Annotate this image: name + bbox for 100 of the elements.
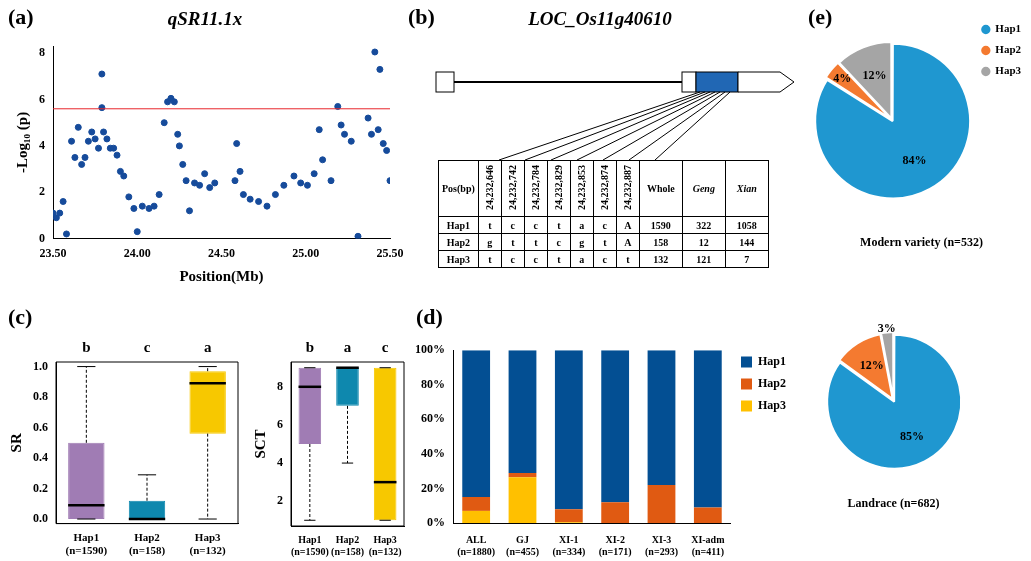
data-label: 84% (902, 153, 927, 168)
text: c (381, 339, 389, 355)
text: 132 (653, 253, 669, 265)
x-tick-label: Hap1 (n=1590) (65, 531, 108, 558)
text: (d) (416, 304, 443, 330)
y-tick-label: 100% (415, 342, 445, 357)
bar (647, 484, 676, 523)
text: a (343, 339, 352, 355)
text: t (626, 253, 630, 265)
x-tick-label: XI-3 (n=293) (645, 533, 678, 558)
text: t (488, 253, 492, 265)
x-tick-label: Hap2 (n=158) (331, 533, 364, 558)
text: g (579, 236, 585, 248)
text: a (579, 253, 585, 265)
bar (508, 477, 537, 523)
y-axis-title: SR (7, 433, 24, 453)
text: A (624, 236, 632, 248)
text: t (534, 236, 538, 248)
y-tick-label: 40% (421, 445, 445, 460)
text: 121 (696, 253, 712, 265)
category-label: Hap3 (446, 253, 471, 265)
text: c (143, 339, 151, 355)
text: c (602, 253, 608, 265)
category-label: 24,232,887 (622, 165, 634, 210)
data-label: 3% (877, 320, 896, 335)
text: c (510, 219, 516, 231)
text: (c) (8, 304, 33, 330)
bar (601, 502, 630, 523)
text: LOC_Os11g40610 (528, 8, 672, 29)
x-tick-label: 24.50 (208, 245, 235, 260)
bar (508, 350, 537, 473)
bar (554, 350, 583, 510)
text: 158 (653, 236, 669, 248)
x-tick-label: Hap3 (n=132) (189, 531, 227, 558)
category-label: 24,232,646 (484, 165, 496, 210)
y-tick-label: 6 (277, 417, 283, 432)
text: c (556, 236, 562, 248)
y-axis-title: SCT (251, 429, 268, 459)
text: Modern variety (n=532) (860, 234, 983, 249)
legend-label: Hap2 (995, 43, 1022, 56)
text: 322 (696, 219, 712, 231)
category-label: 24,232,784 (530, 165, 542, 210)
category-label: 24,232,829 (553, 165, 565, 210)
bar (601, 350, 630, 503)
x-tick-label: 25.00 (292, 245, 320, 260)
category-label: Hap1 (446, 219, 471, 231)
legend-label: Hap3 (995, 64, 1022, 77)
data-label: 12% (862, 68, 887, 83)
y-tick-label: 80% (421, 376, 445, 391)
bar (462, 350, 491, 498)
text: 7 (744, 253, 750, 265)
y-tick-label: 2 (39, 184, 45, 199)
text: t (603, 236, 607, 248)
text: (e) (808, 4, 833, 30)
text: (a) (8, 4, 34, 30)
category-label: Hap2 (446, 236, 471, 248)
y-tick-label: 20% (421, 480, 445, 495)
legend-label: Hap1 (995, 22, 1022, 35)
x-tick-label: 24.00 (123, 245, 151, 260)
category-label: 24,232,874 (599, 165, 611, 210)
x-tick-label: XI-adm (n=411) (691, 533, 726, 558)
data-label: 85% (899, 428, 924, 443)
x-tick-label: Hap1 (n=1590) (290, 533, 329, 558)
bar (693, 350, 722, 508)
y-tick-label: 0 (39, 230, 45, 245)
text: 1058 (736, 219, 757, 231)
text: c (602, 219, 608, 231)
text: 144 (739, 236, 755, 248)
legend-label: Hap3 (757, 398, 787, 413)
y-tick-label: 0.4 (33, 450, 48, 465)
y-tick-label: 8 (39, 45, 45, 60)
category-label: Xian (725, 160, 769, 217)
bar (508, 472, 537, 478)
bar (693, 507, 722, 523)
text: t (511, 236, 515, 248)
x-tick-label: 23.50 (39, 245, 67, 260)
category-label: 24,232,853 (576, 165, 588, 210)
text: (b) (408, 4, 435, 30)
text: A (624, 219, 632, 231)
x-axis-title: Position(Mb) (179, 267, 264, 285)
text: g (487, 236, 493, 248)
y-tick-label: 60% (421, 411, 445, 426)
x-tick-label: Hap3 (n=132) (368, 533, 402, 558)
x-tick-label: XI-1 (n=334) (552, 533, 586, 558)
y-tick-label: 0.8 (33, 389, 48, 404)
text: 12 (698, 236, 709, 248)
x-tick-label: Hap2 (n=158) (128, 531, 166, 558)
y-tick-label: 0.6 (33, 419, 48, 434)
bar (647, 350, 676, 485)
data-label: 12% (859, 358, 884, 373)
x-tick-label: GJ (n=455) (506, 533, 539, 558)
text: c (533, 219, 539, 231)
text: b (305, 339, 315, 355)
text: t (557, 219, 561, 231)
legend-label: Hap2 (757, 376, 787, 391)
y-tick-label: 0.2 (33, 480, 48, 495)
chart-title: qSR11.1x (167, 8, 243, 29)
text: t (488, 219, 492, 231)
text: 1590 (650, 219, 671, 231)
text: Landrace (n=682) (847, 495, 940, 510)
